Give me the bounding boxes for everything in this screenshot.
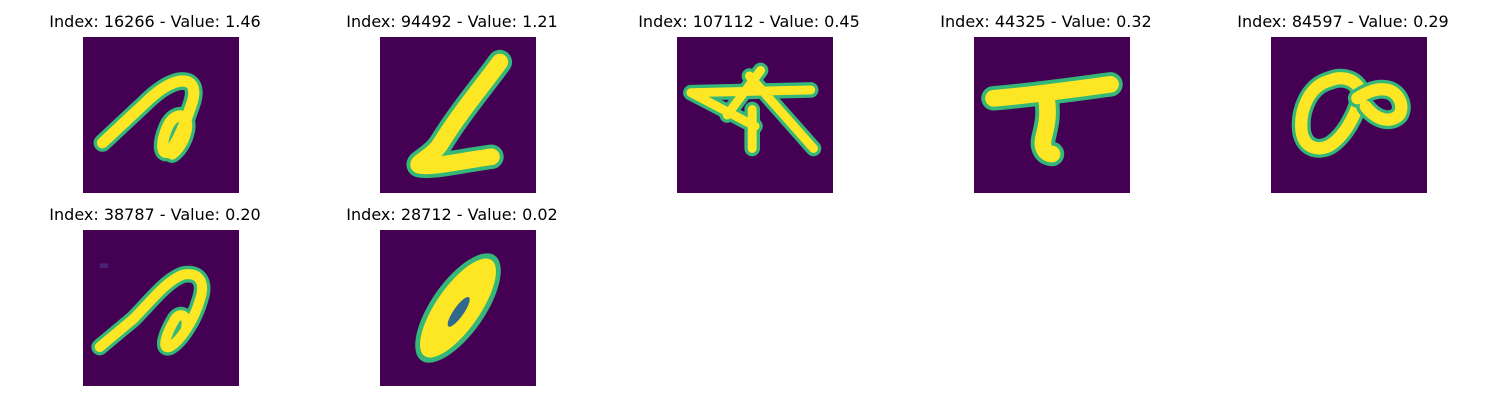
digit-image	[83, 37, 239, 193]
digit-image	[380, 37, 536, 193]
image-panel-4: Index: 44325 - Value: 0.32	[896, 0, 1196, 180]
panel-title: Index: 84597 - Value: 0.29	[1193, 12, 1493, 31]
image-panel-2: Index: 94492 - Value: 1.21	[302, 0, 602, 180]
digit-image	[677, 37, 833, 193]
image-panel-5: Index: 84597 - Value: 0.29	[1193, 0, 1493, 180]
digit-image	[1271, 37, 1427, 193]
panel-title: Index: 28712 - Value: 0.02	[302, 205, 602, 224]
image-panel-3: Index: 107112 - Value: 0.45	[599, 0, 899, 180]
image-panel-7: Index: 28712 - Value: 0.02	[302, 193, 602, 373]
panel-title: Index: 16266 - Value: 1.46	[5, 12, 305, 31]
panel-title: Index: 94492 - Value: 1.21	[302, 12, 602, 31]
image-panel-6: Index: 38787 - Value: 0.20	[5, 193, 305, 373]
image-panel-1: Index: 16266 - Value: 1.46	[5, 0, 305, 180]
digit-image	[974, 37, 1130, 193]
digit-image	[83, 230, 239, 386]
digit-image	[380, 230, 536, 386]
panel-title: Index: 107112 - Value: 0.45	[599, 12, 899, 31]
panel-title: Index: 38787 - Value: 0.20	[5, 205, 305, 224]
panel-title: Index: 44325 - Value: 0.32	[896, 12, 1196, 31]
